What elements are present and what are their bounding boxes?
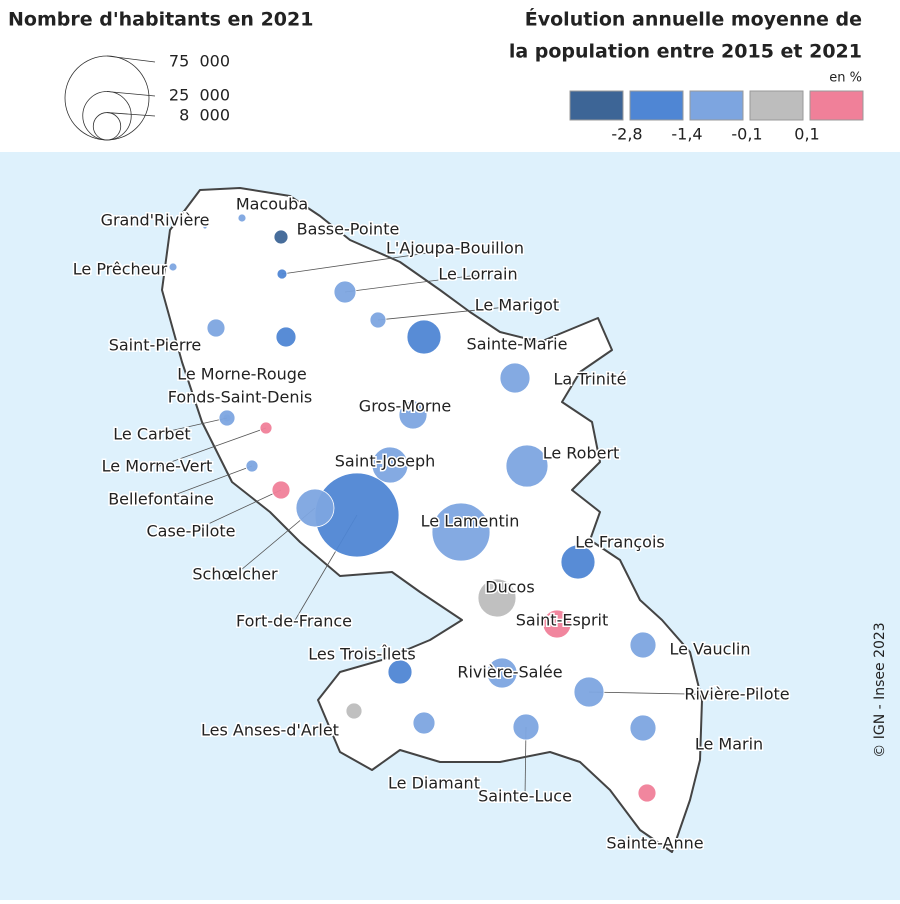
commune-bubble [276, 268, 288, 280]
commune-label: Sainte-Luce [478, 787, 572, 806]
commune-label: Le Diamant [388, 774, 480, 793]
color-swatch [809, 90, 864, 121]
commune-label: Macouba [236, 195, 308, 214]
credit: © IGN - Insee 2023 [872, 622, 888, 757]
commune-bubble [431, 502, 491, 562]
commune-label: Le Robert [543, 444, 620, 463]
commune-label: Ducos [485, 578, 534, 597]
color-break-label: -2,8 [611, 125, 642, 144]
commune-label: Les Trois-Îlets [308, 645, 416, 664]
commune-label: Fonds-Saint-Denis [168, 388, 313, 407]
commune-bubble [499, 362, 531, 394]
unit: en % [829, 71, 862, 86]
size-legend-title: Nombre d'habitants en 2021 [8, 9, 313, 31]
commune-bubble [398, 400, 428, 430]
commune-bubble [560, 544, 596, 580]
commune-bubble [271, 480, 291, 500]
leader-line [190, 489, 282, 533]
commune-label: Rivière-Salée [457, 663, 562, 682]
size-legend-label: 25 000 [169, 86, 230, 105]
island [161, 187, 703, 853]
commune-bubble [406, 319, 442, 355]
commune-bubble [333, 280, 357, 304]
color-break-label: -1,4 [671, 125, 702, 144]
commune-bubble [237, 213, 247, 223]
commune-label: Le Lamentin [421, 512, 520, 531]
color-break-label: -0,1 [731, 125, 762, 144]
leader-line [160, 465, 253, 501]
color-break-label: 0,1 [794, 125, 819, 144]
commune-label: Rivière-Pilote [684, 685, 789, 704]
size-legend-leader [106, 55, 156, 63]
commune-bubble [542, 609, 572, 639]
commune-label: Le Vauclin [669, 640, 750, 659]
commune-bubble [477, 578, 517, 618]
color-legend-title: Évolution annuelle moyenne de [525, 8, 862, 31]
commune-label: Case-Pilote [146, 522, 235, 541]
color-swatch [569, 90, 624, 121]
leader-line [281, 248, 456, 275]
commune-bubble [387, 659, 413, 685]
commune-bubble [629, 714, 657, 742]
size-legend-leader [106, 91, 156, 97]
commune-bubble [206, 318, 226, 338]
commune-bubble [369, 311, 387, 329]
commune-label: Le François [575, 533, 665, 552]
commune-label: Sainte-Anne [606, 834, 703, 853]
commune-label: Le Morne-Rouge [177, 365, 307, 384]
header-band [0, 0, 900, 152]
commune-bubble [345, 702, 363, 720]
commune-bubble [218, 409, 236, 427]
size-legend-label: 8 000 [179, 106, 230, 125]
leader-line [377, 305, 518, 321]
commune-bubble [245, 459, 259, 473]
color-swatch [629, 90, 684, 121]
size-legend-leader [106, 112, 156, 117]
commune-bubble [412, 711, 436, 735]
leader-line [156, 427, 267, 468]
commune-bubble [273, 229, 289, 245]
commune-bubble [573, 676, 605, 708]
commune-bubble [202, 224, 208, 230]
commune-label: Saint-Esprit [516, 611, 609, 630]
commune-bubble [168, 262, 178, 272]
commune-label: Schœlcher [192, 565, 278, 584]
color-swatch [749, 90, 804, 121]
leader-line [588, 691, 738, 696]
commune-label: Le Prêcheur [73, 260, 168, 279]
commune-label: Le Lorrain [438, 265, 517, 284]
commune-bubble [505, 444, 549, 488]
commune-bubble [371, 446, 409, 484]
commune-bubble [486, 657, 518, 689]
commune-bubble [275, 326, 297, 348]
commune-label: Le Carbet [113, 425, 190, 444]
size-legend-label: 75 000 [169, 52, 230, 71]
commune-label: Basse-Pointe [297, 220, 400, 239]
commune-label: Saint-Pierre [109, 336, 202, 355]
commune-bubble [295, 488, 335, 528]
color-legend-title: la population entre 2015 et 2021 [509, 41, 862, 63]
commune-label: Les Anses-d'Arlet [201, 721, 339, 740]
commune-label: Bellefontaine [108, 490, 214, 509]
commune-label: L'Ajoupa-Bouillon [386, 239, 524, 258]
commune-label: Grand'Rivière [101, 211, 210, 230]
commune-bubble [637, 783, 657, 803]
leader-line [344, 274, 479, 293]
commune-bubble [259, 421, 273, 435]
commune-label: Le Morne-Vert [102, 457, 213, 476]
commune-label: Saint-Joseph [335, 452, 435, 471]
color-swatch [689, 90, 744, 121]
commune-bubble [512, 713, 540, 741]
commune-bubble [629, 631, 657, 659]
leader-line [151, 417, 228, 436]
commune-label: Le Marin [695, 735, 763, 754]
commune-label: Le Marigot [475, 296, 559, 315]
commune-label: Sainte-Marie [467, 335, 568, 354]
commune-label: Gros-Morne [359, 397, 451, 416]
commune-label: Fort-de-France [236, 612, 352, 631]
commune-label: La Trinité [554, 370, 627, 389]
